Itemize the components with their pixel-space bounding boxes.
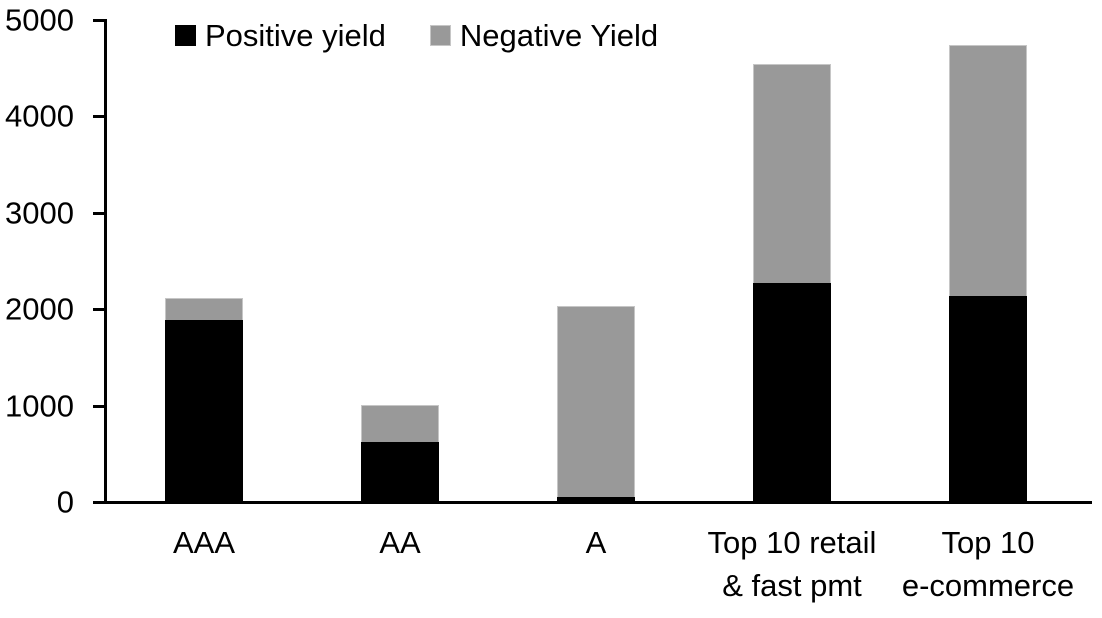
bar-segment-negative-yield (557, 305, 635, 498)
y-axis-tick-mark (93, 308, 106, 312)
bar-segment-negative-yield (949, 45, 1027, 296)
negative-yield-swatch-icon (429, 25, 451, 46)
x-axis-category-label: Top 10 retail & fast pmt (707, 525, 877, 603)
y-axis-tick-mark (93, 404, 106, 408)
x-axis-category-label: A (585, 525, 607, 560)
bar-segment-positive-yield (753, 282, 831, 502)
y-axis-tick-mark (93, 501, 106, 504)
y-axis-tick-label: 5000 (5, 2, 74, 38)
bar-segment-positive-yield (557, 497, 635, 502)
x-axis-category-label: AA (379, 525, 421, 560)
legend-label-positive-yield: Positive yield (205, 18, 386, 53)
y-axis-line (104, 19, 107, 504)
y-axis-tick-label: 1000 (5, 388, 74, 424)
legend-label-negative-yield: Negative Yield (459, 18, 659, 53)
y-axis-tick-mark (93, 211, 106, 215)
x-axis-category-label: AAA (172, 525, 236, 560)
positive-yield-swatch-icon (175, 25, 196, 46)
y-axis-tick-label: 0 (56, 484, 74, 520)
y-axis-tick-label: 2000 (5, 291, 74, 327)
legend: Positive yield Negative Yield (175, 20, 658, 51)
x-axis-category-label: Top 10 e-commerce (901, 525, 1075, 603)
bar-segment-negative-yield (361, 405, 439, 443)
x-axis-line (104, 501, 1092, 504)
bar-segment-positive-yield (949, 295, 1027, 502)
y-axis-tick-mark (93, 19, 106, 22)
y-axis-tick-mark (93, 115, 106, 119)
legend-item-positive-yield: Positive yield (175, 20, 386, 51)
y-axis-tick-label: 4000 (5, 98, 74, 134)
bar-segment-positive-yield (165, 319, 243, 502)
legend-item-negative-yield: Negative Yield (429, 18, 659, 53)
bar-segment-positive-yield (361, 442, 439, 502)
bar-segment-negative-yield (753, 63, 831, 283)
bar-segment-negative-yield (165, 297, 243, 320)
y-axis-tick-label: 3000 (5, 195, 74, 231)
